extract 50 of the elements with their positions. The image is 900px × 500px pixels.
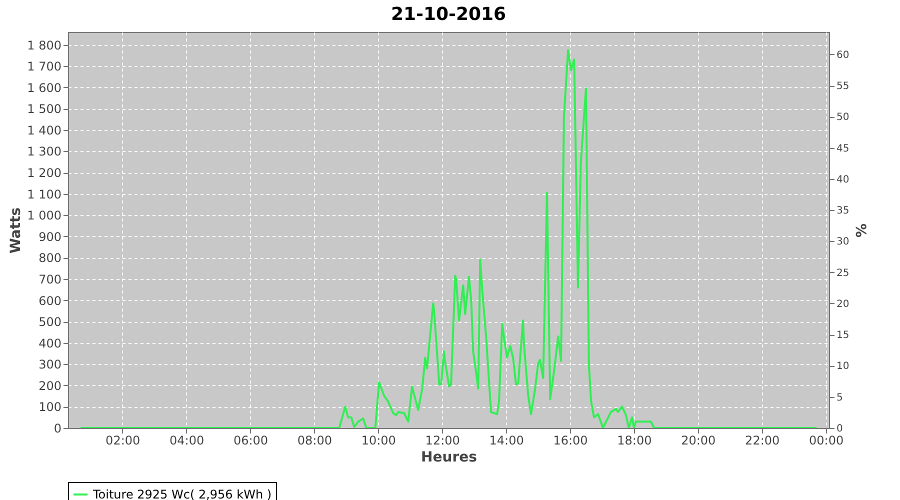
y-axis-title: Watts <box>8 207 24 254</box>
x-tick-label: 00:00 <box>809 434 844 448</box>
y-tick-label: 900 <box>38 230 62 244</box>
y-tick-label: 1 700 <box>27 60 62 74</box>
y2-tick-label: 50 <box>836 112 850 124</box>
x-tick-label: 02:00 <box>106 434 140 448</box>
y-tick-label: 700 <box>38 272 62 286</box>
y2-tick-label: 15 <box>836 330 850 342</box>
y2-tick-label: 10 <box>836 361 850 372</box>
x-tick-label: 04:00 <box>170 434 204 448</box>
x-tick-label: 10:00 <box>361 434 396 448</box>
y-tick-label: 500 <box>38 315 62 330</box>
y-tick-label: 400 <box>38 336 62 350</box>
y-tick-label: 300 <box>38 358 62 372</box>
y2-tick-label: 60 <box>836 50 850 61</box>
y2-tick-label: 35 <box>836 206 850 217</box>
x-tick-label: 18:00 <box>617 434 652 448</box>
x-tick-label: 20:00 <box>681 434 716 448</box>
legend-label: Toiture 2925 Wc( 2,956 kWh ) <box>92 488 272 500</box>
x-tick-label: 14:00 <box>489 434 524 448</box>
x-tick-label: 16:00 <box>553 434 588 448</box>
x-axis-title: Heures <box>421 450 477 466</box>
x-tick-label: 08:00 <box>297 434 332 448</box>
y2-tick-label: 30 <box>836 236 850 248</box>
y-tick-label: 1 800 <box>27 38 62 52</box>
y-tick-label: 100 <box>38 400 62 414</box>
x-tick-label: 22:00 <box>745 434 780 448</box>
y2-tick-label: 5 <box>836 392 843 404</box>
x-tick-label: 12:00 <box>425 434 460 448</box>
y-tick-label: 0 <box>54 422 62 436</box>
y-tick-label: 1 400 <box>27 123 62 138</box>
y2-tick-label: 25 <box>836 268 850 279</box>
y-tick-label: 200 <box>38 378 62 393</box>
y-tick-label: 1 500 <box>27 102 62 116</box>
y2-tick-label: 20 <box>836 298 850 310</box>
chart-title: 21-10-2016 <box>390 4 506 25</box>
y-tick-label: 1 300 <box>27 144 62 159</box>
line-series <box>80 49 817 428</box>
y-tick-label: 1 200 <box>27 166 62 180</box>
x-tick-label: 06:00 <box>233 434 268 448</box>
y2-axis-title: % <box>852 223 868 238</box>
y-tick-label: 800 <box>38 251 62 266</box>
y-tick-label: 1 100 <box>27 187 62 202</box>
y2-tick-label: 45 <box>836 143 850 154</box>
y2-tick-label: 55 <box>836 81 850 92</box>
y-tick-label: 1 000 <box>27 208 62 223</box>
y2-tick-label: 0 <box>836 424 843 434</box>
y-tick-label: 1 600 <box>27 80 62 95</box>
y-tick-label: 600 <box>38 294 62 308</box>
y2-tick-label: 40 <box>836 174 850 186</box>
